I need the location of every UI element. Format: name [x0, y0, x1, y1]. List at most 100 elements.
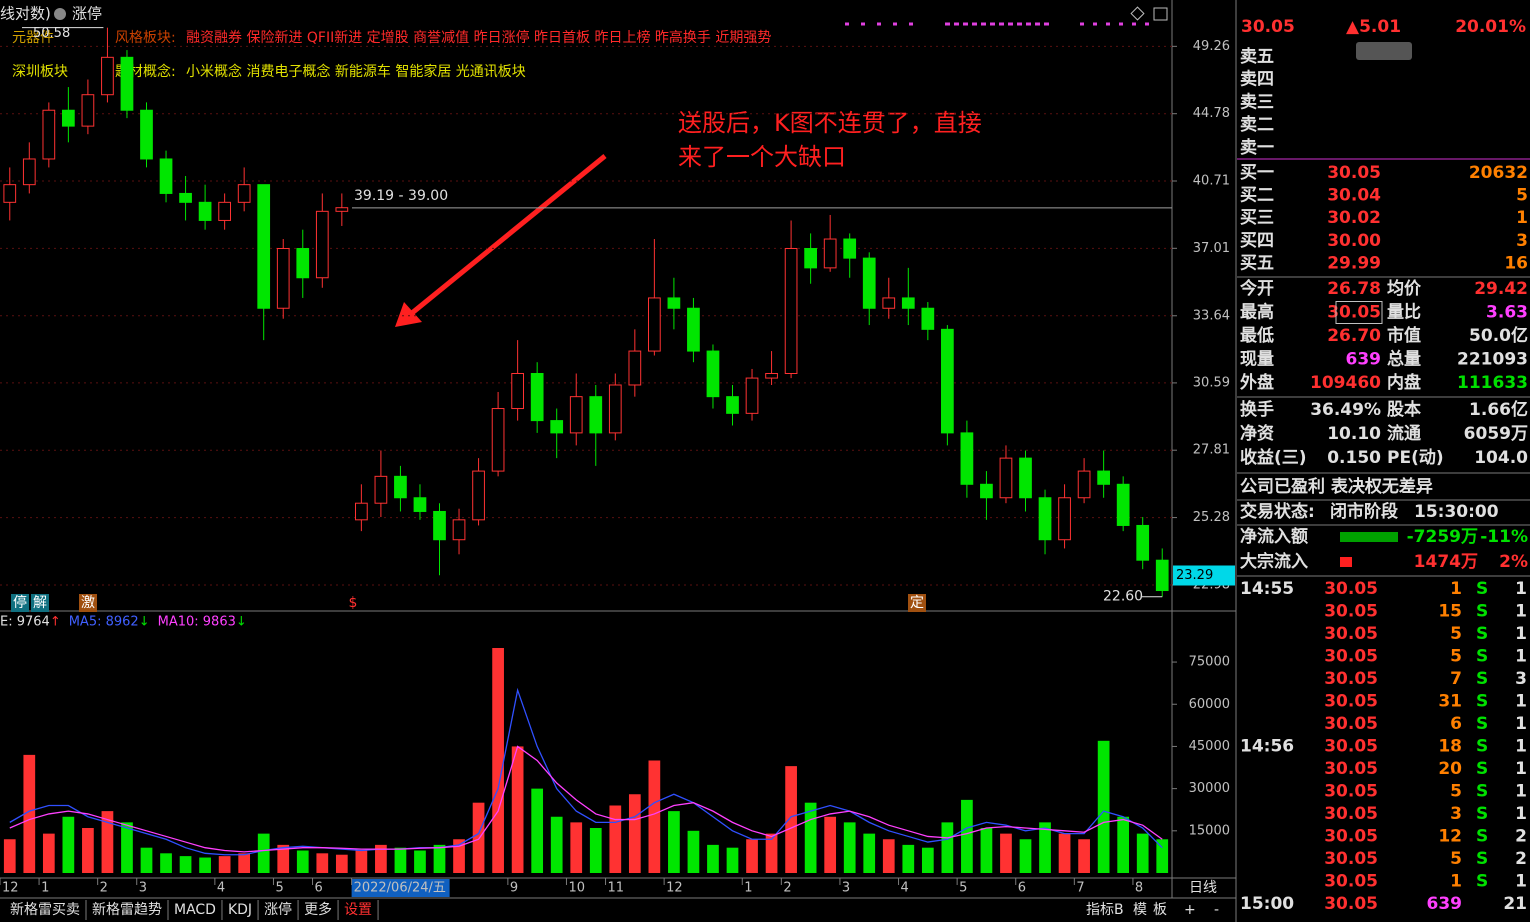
flow-bar — [1340, 557, 1352, 567]
volume-bar — [511, 746, 524, 873]
tick-price: 30.05 — [1324, 894, 1378, 914]
volume-bar — [765, 833, 778, 873]
region: 深圳板块 — [12, 64, 68, 80]
highlight-box — [1335, 301, 1383, 324]
candle-body — [1038, 497, 1052, 541]
tick-volume: 18 — [1438, 737, 1462, 757]
candle-body — [823, 238, 837, 269]
marker: 停 — [13, 594, 27, 611]
toolbar-button[interactable]: 模 — [1133, 902, 1147, 918]
toolbar-button[interactable]: MACD — [174, 902, 216, 918]
tick-count: 1 — [1515, 759, 1527, 779]
buy-volume: 3 — [1516, 231, 1528, 251]
y-tick-label: 37.01 — [1193, 241, 1230, 256]
window-icon[interactable] — [1153, 7, 1168, 21]
toolbar-button[interactable]: KDJ — [228, 902, 252, 918]
stat-value: 639 — [1346, 350, 1382, 370]
y-tick-label: 25.28 — [1193, 510, 1230, 525]
diamond-icon[interactable] — [1130, 6, 1145, 21]
last-price-label: 23.29 — [1176, 568, 1213, 583]
volume-bar — [140, 847, 153, 873]
candle-body — [687, 307, 700, 352]
fund-value: 1.66亿 — [1469, 399, 1528, 420]
quote-pct: 20.01% — [1455, 17, 1526, 37]
volume-bar — [843, 822, 856, 873]
toolbar-button[interactable]: 新格雷买卖 — [10, 902, 80, 918]
candle-body — [355, 502, 368, 521]
tick-side: S — [1476, 782, 1488, 802]
x-tick-label: 9 — [510, 881, 518, 896]
volume-bar — [472, 802, 485, 873]
candle-body — [296, 248, 310, 279]
tick-count: 2 — [1515, 849, 1527, 869]
toolbar-button[interactable]: 设置 — [344, 902, 372, 918]
flow-pct: 2% — [1499, 552, 1528, 572]
volume-bar — [316, 853, 329, 873]
toolbar-button[interactable]: - — [1214, 902, 1219, 918]
flow-bar — [1340, 532, 1398, 542]
candle-body — [1097, 470, 1110, 485]
period[interactable]: 日线 — [1189, 880, 1217, 896]
volume-bar — [160, 853, 172, 873]
stat-label: 今开 — [1240, 278, 1274, 299]
x-tick-label: 3 — [139, 881, 147, 896]
tick-side: S — [1476, 827, 1488, 847]
buy-price: 30.04 — [1327, 186, 1381, 206]
candle-body — [81, 94, 95, 127]
toolbar-button[interactable]: 涨停 — [264, 901, 292, 918]
volume-bar — [687, 830, 700, 873]
fund-value: 36.49% — [1310, 400, 1381, 420]
tick-side: S — [1476, 759, 1488, 779]
status-value: 闭市阶段 — [1330, 501, 1398, 522]
candle-body — [511, 372, 524, 410]
annotation-arrowhead — [395, 302, 422, 327]
candle-body — [491, 408, 505, 472]
flow-label: 净流入额 — [1240, 526, 1308, 547]
candle-body — [374, 475, 388, 504]
quote-change: ▲5.01 — [1346, 17, 1401, 37]
tick-count: 3 — [1515, 669, 1527, 689]
candle-body — [804, 248, 817, 269]
toolbar-button[interactable]: + — [1184, 902, 1196, 918]
volume-bar — [375, 844, 387, 873]
flow-value: 1474万 — [1414, 552, 1478, 572]
volume-bar — [3, 839, 16, 873]
x-tick-label: 5 — [275, 881, 283, 896]
tick-count: 1 — [1515, 692, 1527, 712]
candle-body — [569, 396, 583, 434]
y-tick-label: 49.26 — [1193, 39, 1230, 54]
style-tags: 融资融券 保险新进 QFII新进 定增股 商誉减值 昨日涨停 昨日首板 昨日上榜… — [186, 29, 771, 46]
volume-bar — [238, 853, 251, 873]
toolbar-button[interactable]: 新格雷趋势 — [92, 902, 162, 918]
volume-bar — [492, 648, 504, 873]
candle-body — [921, 307, 935, 330]
tick-count: 1 — [1515, 624, 1527, 644]
x-tick-label: 5 — [959, 881, 967, 896]
candle-body — [1136, 524, 1150, 561]
x-tick-label: 6 — [315, 881, 323, 896]
x-tick-label: 4 — [901, 881, 909, 896]
volume-bar — [277, 844, 290, 873]
tick-side: S — [1476, 624, 1488, 644]
candle-body — [452, 519, 466, 541]
y-tick-label: 30000 — [1189, 781, 1230, 796]
marker-box — [79, 594, 97, 612]
low-label: 22.60 — [1103, 589, 1143, 605]
x-tick-label: 2 — [783, 881, 791, 896]
y-tick-label: 15000 — [1189, 823, 1230, 838]
toolbar-button[interactable]: 更多 — [304, 901, 332, 918]
stat-label: 内盘 — [1387, 372, 1421, 393]
tick-volume: 7 — [1450, 669, 1462, 689]
collapse-button[interactable] — [1356, 42, 1412, 60]
toolbar-button[interactable]: 板 — [1153, 902, 1167, 918]
toolbar-button[interactable]: 指标B — [1086, 902, 1124, 918]
x-tick-label: 4 — [217, 881, 225, 896]
y-tick-label: 30.59 — [1193, 375, 1230, 390]
tick-side: S — [1476, 804, 1488, 824]
volume-bar — [394, 847, 407, 873]
candle-body — [941, 328, 954, 434]
x-tick-label: 1 — [744, 881, 752, 896]
legend-arrow: ↓ — [236, 615, 247, 630]
tick-price: 30.05 — [1324, 714, 1378, 734]
tick-price: 30.05 — [1324, 759, 1378, 779]
